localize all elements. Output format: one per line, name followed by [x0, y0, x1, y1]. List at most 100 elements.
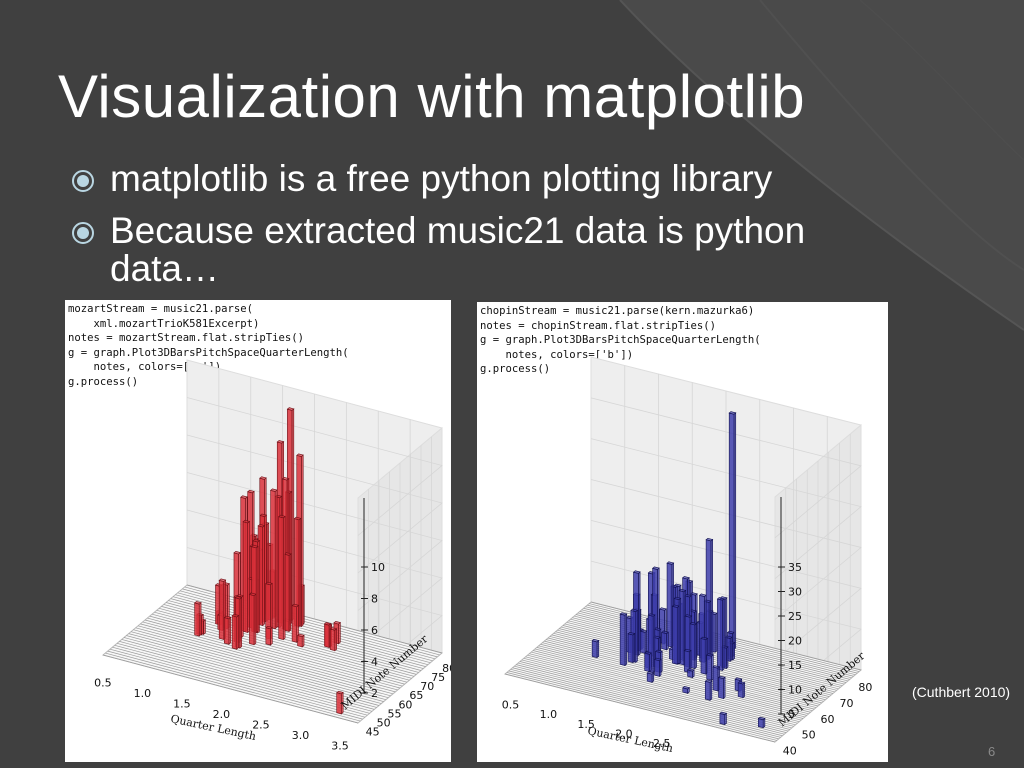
bar-front [717, 598, 723, 671]
floor-slat [525, 656, 796, 726]
bar-top [673, 596, 682, 601]
bar-top [682, 686, 691, 690]
bar-top [234, 595, 243, 600]
bar-top [644, 651, 652, 655]
x-tick-label: 0.5 [502, 699, 520, 712]
floor-slat [114, 644, 370, 714]
bar-top [619, 612, 628, 616]
bar-top [666, 561, 675, 565]
floor-slat [102, 654, 359, 724]
floor-slat [532, 650, 804, 719]
bar-top [223, 615, 232, 620]
bar-top [647, 613, 656, 617]
bar-top [671, 604, 680, 608]
bar-front [224, 617, 230, 645]
y-tick-label: 70 [839, 697, 853, 710]
bar-top [296, 453, 304, 457]
floor-slat [147, 617, 403, 687]
floor-slat [508, 670, 779, 740]
bar-front [231, 615, 238, 650]
bar-top [257, 524, 266, 528]
bar-top [632, 570, 641, 574]
bar-front [591, 640, 598, 659]
grid-line [590, 519, 862, 661]
x-tick-label: 0.5 [94, 676, 112, 689]
mozart-plot-panel: mozartStream = music21.parse( xml.mozart… [65, 300, 451, 762]
bar-top [651, 566, 660, 570]
bar-top [681, 576, 690, 580]
bar-top [248, 592, 257, 597]
bar-top [684, 614, 693, 618]
y-tick-label: 45 [366, 726, 380, 739]
floor-slat [516, 664, 787, 733]
x-tick-label: 1.5 [173, 697, 191, 710]
z-tick-label: 10 [371, 561, 385, 574]
mozart-3d-bar-plot: 2 4 6 8 10 0.5 1.0 1.5 2.0 2.5 3.0 3.5 4550556065707… [94, 359, 451, 753]
x-tick-label: 1.0 [540, 708, 558, 721]
floor-slat [161, 606, 417, 675]
bar-front [249, 594, 255, 646]
floor-slat [504, 673, 776, 743]
floor-slat [529, 653, 800, 722]
bar-top [247, 489, 255, 494]
bar-top [630, 608, 639, 613]
bar-top [323, 622, 332, 626]
floor-slat [521, 659, 792, 729]
bullet-item: Because extracted music21 data is python… [72, 212, 872, 288]
bar-top [329, 627, 338, 631]
bar-top [627, 632, 636, 636]
y-tick-label: 55 [388, 707, 402, 720]
floor-slat [544, 640, 815, 710]
bar-top [291, 603, 300, 608]
z-tick-label: 25 [788, 610, 802, 623]
z-tick-label: 6 [371, 624, 378, 637]
bar-top [700, 636, 709, 641]
floor-slat [519, 661, 791, 730]
y-tick-label: 60 [821, 713, 835, 726]
floor-slat [514, 665, 785, 735]
bar-top [689, 622, 698, 626]
bar-top [333, 621, 341, 625]
bar-front [329, 628, 336, 652]
floor-slat [128, 633, 384, 702]
bar-top [653, 627, 662, 631]
bar-top [265, 625, 273, 630]
page-number: 6 [988, 744, 996, 759]
bar-front [700, 638, 707, 675]
grid-line [590, 397, 862, 539]
bar-top [654, 649, 663, 654]
floor-slat [140, 623, 396, 693]
floor-slat [510, 668, 781, 738]
floor-slat [531, 651, 802, 721]
bar-top [684, 594, 693, 598]
bar-top [283, 552, 292, 556]
bar-front [758, 718, 764, 729]
y-tick-label: 50 [377, 717, 391, 730]
floor-slat [133, 629, 389, 699]
bullet-item: matplotlib is a free python plotting lib… [72, 160, 872, 198]
bar-top [250, 544, 259, 549]
grid-line [590, 479, 862, 620]
bar-top [278, 514, 286, 519]
floor-slat [116, 642, 373, 712]
bar-top [233, 550, 242, 555]
bar-top [276, 440, 285, 444]
bar-top [646, 671, 655, 675]
z-tick-label: 5 [788, 708, 795, 721]
bar-top [591, 638, 600, 643]
x-tick-label: 1.0 [134, 687, 152, 700]
chopin-3d-bar-plot: 51015202530350.51.01.52.02.54050607080Qu… [502, 356, 872, 758]
bar-front [646, 672, 653, 683]
floor-slat [542, 642, 813, 712]
grid-line [590, 438, 862, 579]
chopin-code-block: chopinStream = music21.parse(kern.mazurk… [480, 305, 761, 375]
bar-top [719, 711, 728, 715]
floor-slat [546, 639, 817, 708]
z-tick-label: 15 [788, 659, 802, 672]
bar-front [242, 521, 249, 633]
z-tick-label: 8 [371, 593, 378, 606]
bullet-text: matplotlib is a free python plotting lib… [110, 158, 773, 199]
floor-slat [538, 645, 809, 715]
chopin-plot-panel: chopinStream = music21.parse(kern.mazurk… [477, 302, 888, 762]
y-tick-label: 75 [431, 671, 445, 684]
